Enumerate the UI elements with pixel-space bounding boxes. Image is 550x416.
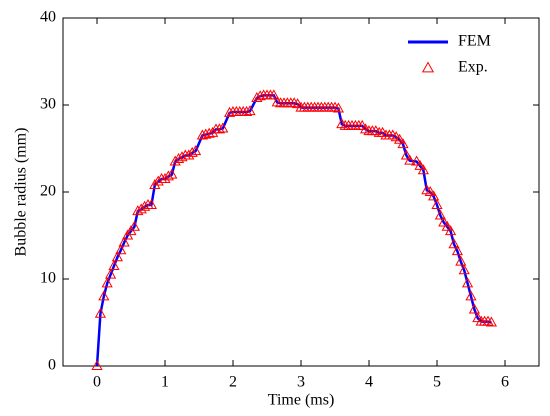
exp-marker bbox=[128, 220, 141, 231]
exp-marker bbox=[251, 92, 263, 103]
exp-marker bbox=[393, 133, 406, 144]
exp-marker bbox=[465, 290, 477, 301]
exp-marker bbox=[448, 238, 460, 249]
legend-marker bbox=[421, 61, 435, 73]
x-tick-label: 1 bbox=[161, 374, 169, 391]
exp-marker bbox=[288, 97, 300, 108]
y-tick-label: 0 bbox=[48, 357, 56, 374]
exp-marker bbox=[397, 138, 409, 149]
exp-marker bbox=[213, 123, 226, 134]
x-tick-label: 2 bbox=[229, 374, 237, 391]
exp-marker bbox=[417, 164, 430, 175]
x-tick-label: 5 bbox=[433, 374, 441, 391]
legend-label: Exp. bbox=[458, 59, 488, 76]
exp-marker bbox=[152, 175, 164, 186]
exp-marker bbox=[271, 96, 283, 107]
y-tick-label: 20 bbox=[40, 183, 56, 200]
exp-marker bbox=[196, 129, 209, 140]
exp-marker bbox=[108, 259, 120, 270]
exp-marker bbox=[101, 277, 113, 288]
exp-marker bbox=[217, 122, 229, 133]
exp-marker bbox=[485, 316, 498, 327]
exp-marker bbox=[254, 90, 266, 101]
exp-marker bbox=[240, 105, 253, 116]
x-tick-label: 4 bbox=[365, 374, 373, 391]
exp-marker bbox=[410, 155, 423, 166]
legend-label: FEM bbox=[458, 33, 491, 50]
exp-marker bbox=[291, 98, 304, 109]
exp-marker bbox=[94, 307, 107, 318]
exp-marker bbox=[458, 264, 470, 275]
x-axis-label: Time (ms) bbox=[268, 392, 335, 409]
y-tick-label: 40 bbox=[40, 9, 56, 26]
exp-marker bbox=[438, 216, 450, 227]
x-tick-label: 6 bbox=[501, 374, 509, 391]
exp-marker bbox=[166, 168, 178, 179]
exp-marker bbox=[162, 170, 175, 181]
exp-marker bbox=[414, 159, 426, 170]
y-axis-label: Bubble radius (mm) bbox=[13, 128, 30, 257]
exp-marker bbox=[444, 225, 457, 236]
exp-marker bbox=[244, 105, 256, 116]
exp-marker bbox=[268, 89, 280, 100]
exp-marker bbox=[149, 179, 161, 190]
exp-marker bbox=[461, 277, 474, 288]
exp-marker bbox=[332, 102, 345, 113]
exp-marker bbox=[441, 220, 453, 231]
exp-marker bbox=[455, 255, 467, 266]
exp-marker bbox=[356, 119, 368, 130]
x-tick-label: 0 bbox=[93, 374, 101, 391]
exp-marker bbox=[468, 303, 481, 314]
exp-marker bbox=[400, 149, 413, 160]
exp-marker bbox=[111, 251, 124, 262]
exp-marker bbox=[427, 190, 440, 201]
fem-line bbox=[95, 94, 492, 367]
exp-marker bbox=[424, 185, 436, 196]
exp-marker bbox=[329, 101, 341, 112]
exp-marker bbox=[451, 245, 464, 256]
exp-marker bbox=[200, 128, 212, 139]
exp-marker bbox=[145, 199, 158, 210]
exp-marker bbox=[115, 244, 127, 255]
exp-marker bbox=[138, 200, 151, 211]
exp-marker bbox=[404, 154, 416, 165]
y-tick-label: 10 bbox=[40, 270, 56, 287]
exp-marker bbox=[118, 236, 130, 247]
y-tick-label: 30 bbox=[40, 96, 56, 113]
exp-marker bbox=[104, 268, 117, 279]
exp-marker bbox=[434, 209, 447, 220]
exp-marker bbox=[176, 151, 188, 162]
x-tick-label: 3 bbox=[297, 374, 305, 391]
exp-marker bbox=[223, 106, 236, 117]
exp-marker bbox=[482, 315, 494, 326]
exp-marker bbox=[431, 199, 443, 210]
exp-marker bbox=[472, 312, 484, 323]
exp-marker bbox=[98, 290, 110, 301]
exp-marker bbox=[186, 146, 198, 157]
exp-marker bbox=[189, 145, 202, 156]
exp-marker bbox=[91, 359, 103, 370]
